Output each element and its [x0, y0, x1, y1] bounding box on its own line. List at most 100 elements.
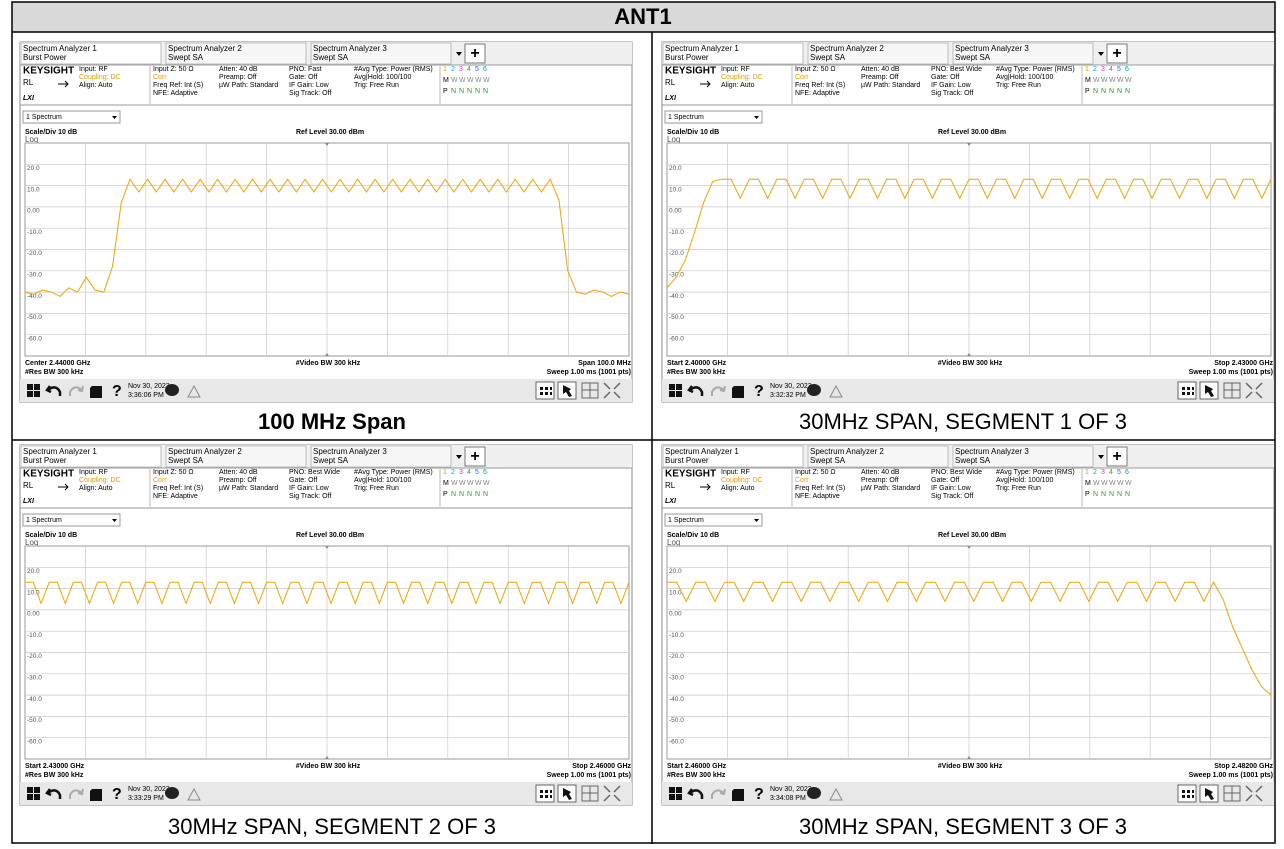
- taskbar-time: 3:34:08 PM: [770, 795, 806, 802]
- info-line: Sig Track: Off: [289, 90, 331, 97]
- trace-number: 6: [483, 469, 487, 476]
- y-tick-label: -30.0: [27, 272, 42, 279]
- video-bw-label: #Video BW 300 kHz: [938, 360, 1003, 367]
- caption: 30MHz SPAN, SEGMENT 2 OF 3: [168, 814, 496, 839]
- info-line: Input Z: 50 Ω: [795, 469, 836, 476]
- trace-mode: M: [1085, 77, 1091, 84]
- trace-detector: N: [1125, 88, 1130, 95]
- lxi-logo: LXI: [665, 95, 677, 102]
- trace-mode: W: [451, 480, 458, 487]
- trace-number: 1: [443, 469, 447, 476]
- trace-number: 1: [443, 66, 447, 73]
- trace-detector: N: [483, 491, 488, 498]
- x-start-label: Center 2.44000 GHz: [25, 360, 91, 367]
- trace-number: 6: [1125, 469, 1129, 476]
- y-tick-label: 0.00: [27, 208, 40, 215]
- tab-subtitle: Swept SA: [810, 53, 846, 62]
- tab-title: Spectrum Analyzer 3: [955, 447, 1029, 456]
- trace-detector: N: [1125, 491, 1130, 498]
- info-line: Input: RF: [79, 469, 108, 476]
- rl-indicator: RL: [23, 78, 34, 87]
- info-line: Coupling: DC: [721, 477, 763, 484]
- info-line: IF Gain: Low: [931, 485, 972, 492]
- header-title: ANT1: [614, 4, 671, 29]
- folder-icon: [90, 789, 102, 801]
- info-line: Input Z: 50 Ω: [153, 66, 194, 73]
- info-line: Gate: Off: [931, 477, 959, 484]
- ref-level: Ref Level 30.00 dBm: [296, 532, 364, 539]
- tab-subtitle: Burst Power: [23, 456, 67, 465]
- help-icon: ?: [754, 383, 764, 400]
- info-line: µW Path: Standard: [861, 82, 920, 89]
- info-line: Freq Ref: Int (S): [795, 485, 845, 492]
- caption: 30MHz SPAN, SEGMENT 1 OF 3: [799, 409, 1127, 434]
- trace-mode: W: [1093, 77, 1100, 84]
- trace-number: 5: [1117, 66, 1121, 73]
- tab-subtitle: Burst Power: [665, 53, 709, 62]
- trace-mode: W: [1109, 77, 1116, 84]
- ref-level: Ref Level 30.00 dBm: [938, 129, 1006, 136]
- tab-title: Spectrum Analyzer 2: [168, 447, 242, 456]
- trace-detector: N: [459, 88, 464, 95]
- tab-title: Spectrum Analyzer 2: [168, 44, 242, 53]
- trace-mode: W: [459, 77, 466, 84]
- info-line: Sig Track: Off: [931, 90, 973, 97]
- taskbar-date: Nov 30, 2023: [128, 383, 170, 390]
- trace-detector: N: [459, 491, 464, 498]
- info-line: PNO: Best Wide: [931, 66, 982, 73]
- trace-detector: P: [443, 88, 448, 95]
- help-icon: ?: [112, 383, 122, 400]
- grid-icon: [1178, 382, 1196, 399]
- trace-number: 3: [459, 469, 463, 476]
- info-line: Preamp: Off: [219, 477, 257, 484]
- tab-title: Spectrum Analyzer 3: [955, 44, 1029, 53]
- trace-mode: W: [1101, 77, 1108, 84]
- trace-detector: N: [467, 88, 472, 95]
- info-line: µW Path: Standard: [219, 485, 278, 492]
- y-tick-label: -40.0: [27, 696, 42, 703]
- y-tick-label: -60.0: [669, 738, 684, 745]
- x-end-label: Stop 2.46000 GHz: [572, 763, 631, 770]
- trace-detector: N: [451, 88, 456, 95]
- x-start-label: Start 2.46000 GHz: [667, 763, 727, 770]
- chat-icon: [807, 787, 821, 799]
- trace-number: 2: [451, 469, 455, 476]
- info-line: Gate: Off: [289, 74, 317, 81]
- info-line: Sig Track: Off: [289, 493, 331, 500]
- tab-subtitle: Swept SA: [313, 456, 349, 465]
- brand-logo: KEYSIGHT: [23, 469, 74, 480]
- brand-logo: KEYSIGHT: [665, 66, 716, 77]
- info-line: Preamp: Off: [861, 477, 899, 484]
- y-tick-label: 20.0: [27, 568, 40, 575]
- y-tick-label: -50.0: [27, 717, 42, 724]
- trace-mode: W: [475, 480, 482, 487]
- help-icon: ?: [112, 786, 122, 803]
- info-line: #Avg Type: Power (RMS): [354, 469, 433, 476]
- trace-number: 3: [459, 66, 463, 73]
- folder-icon: [732, 386, 744, 398]
- analyzer-screenshot: Spectrum Analyzer 1Burst PowerSpectrum A…: [20, 445, 632, 805]
- trace-mode: M: [443, 480, 449, 487]
- info-line: Input: RF: [721, 66, 750, 73]
- info-line: IF Gain: Low: [289, 485, 330, 492]
- res-bw-label: #Res BW 300 kHz: [667, 369, 726, 376]
- info-line: Atten: 40 dB: [861, 66, 900, 73]
- trace-detector: N: [1109, 88, 1114, 95]
- lxi-logo: LXI: [665, 498, 677, 505]
- y-tick-label: 0.00: [669, 208, 682, 215]
- rl-indicator: RL: [23, 481, 34, 490]
- tab-title: Spectrum Analyzer 2: [810, 44, 884, 53]
- info-line: Avg|Hold: 100/100: [354, 74, 411, 81]
- trace-mode: M: [443, 77, 449, 84]
- info-line: Corr: [153, 477, 167, 484]
- taskbar-time: 3:32:32 PM: [770, 392, 806, 399]
- trace-number: 3: [1101, 469, 1105, 476]
- x-end-label: Stop 2.48200 GHz: [1214, 763, 1273, 770]
- folder-icon: [732, 789, 744, 801]
- info-line: Input Z: 50 Ω: [153, 469, 194, 476]
- trace-number: 2: [1093, 469, 1097, 476]
- y-tick-label: 10.0: [669, 186, 682, 193]
- trace-mode: M: [1085, 480, 1091, 487]
- trace-number: 1: [1085, 66, 1089, 73]
- trace-mode: W: [1109, 480, 1116, 487]
